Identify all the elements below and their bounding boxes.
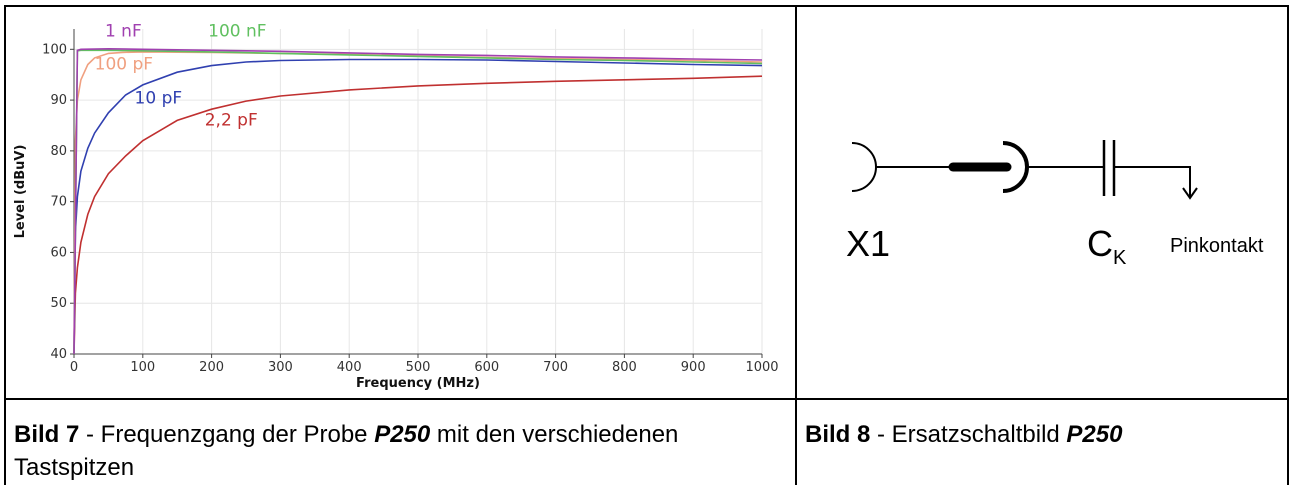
series-label: 100 nF	[208, 22, 266, 42]
x-tick-label: 500	[406, 360, 431, 375]
equivalent-circuit-diagram: X1 CK Pinkontakt	[846, 140, 1264, 269]
x-tick-label: 400	[337, 360, 362, 375]
equivalent-circuit-cell: X1 CK Pinkontakt	[795, 5, 1289, 400]
series-line-10-pf	[73, 58, 763, 355]
x-tick-label: 0	[70, 360, 78, 375]
x-tick-label: 600	[474, 360, 499, 375]
connector-x1-symbol	[851, 142, 877, 192]
x-tick-label: 1000	[745, 360, 778, 375]
x-tick-label: 900	[681, 360, 706, 375]
pin-contact-arrow	[1182, 187, 1198, 200]
series-line-100-nf	[73, 49, 763, 355]
label-x1: X1	[846, 223, 890, 264]
y-tick-label: 40	[50, 347, 67, 362]
x-axis-label: Frequency (MHz)	[356, 376, 480, 391]
figure-table: 40 50 60 70 80 90 100 0 100 200 300 400 500 600 700 800…	[4, 5, 1289, 485]
x-tick-label: 800	[612, 360, 637, 375]
y-axis-label: Level (dBuV)	[13, 145, 28, 239]
frequency-response-chart-cell: 40 50 60 70 80 90 100 0 100 200 300 400 500 600 700 800…	[4, 5, 797, 400]
y-tick-label: 70	[50, 195, 67, 210]
label-ck: CK	[1087, 223, 1127, 269]
series-label: 2,2 pF	[205, 110, 258, 130]
series-line-2-2-pf	[73, 75, 763, 355]
caption-bild-7: Bild 7 - Frequenzgang der Probe P250 mit…	[14, 421, 679, 481]
x-tick-label: 200	[199, 360, 224, 375]
series-label: 10 pF	[135, 89, 183, 109]
series-label: 1 nF	[105, 22, 142, 42]
y-tick-label: 80	[50, 144, 67, 159]
x-tick-label: 700	[543, 360, 568, 375]
caption-right-cell: Bild 8 - Ersatzschaltbild P250	[795, 398, 1289, 485]
label-pinkontakt: Pinkontakt	[1170, 235, 1264, 257]
wire-to-pin	[1115, 166, 1191, 197]
y-tick-label: 90	[50, 93, 67, 108]
caption-left-cell: Bild 7 - Frequenzgang der Probe P250 mit…	[4, 398, 797, 485]
caption-bild-8: Bild 8 - Ersatzschaltbild P250	[805, 421, 1123, 448]
x-tick-label: 300	[268, 360, 293, 375]
series-label: 100 pF	[95, 55, 153, 75]
y-tick-label: 100	[42, 42, 67, 57]
x-tick-label: 100	[130, 360, 155, 375]
connector-probe-symbol	[1002, 141, 1029, 193]
y-tick-label: 50	[50, 296, 67, 311]
y-tick-label: 60	[50, 245, 67, 260]
series-line-1-nf	[73, 47, 763, 355]
